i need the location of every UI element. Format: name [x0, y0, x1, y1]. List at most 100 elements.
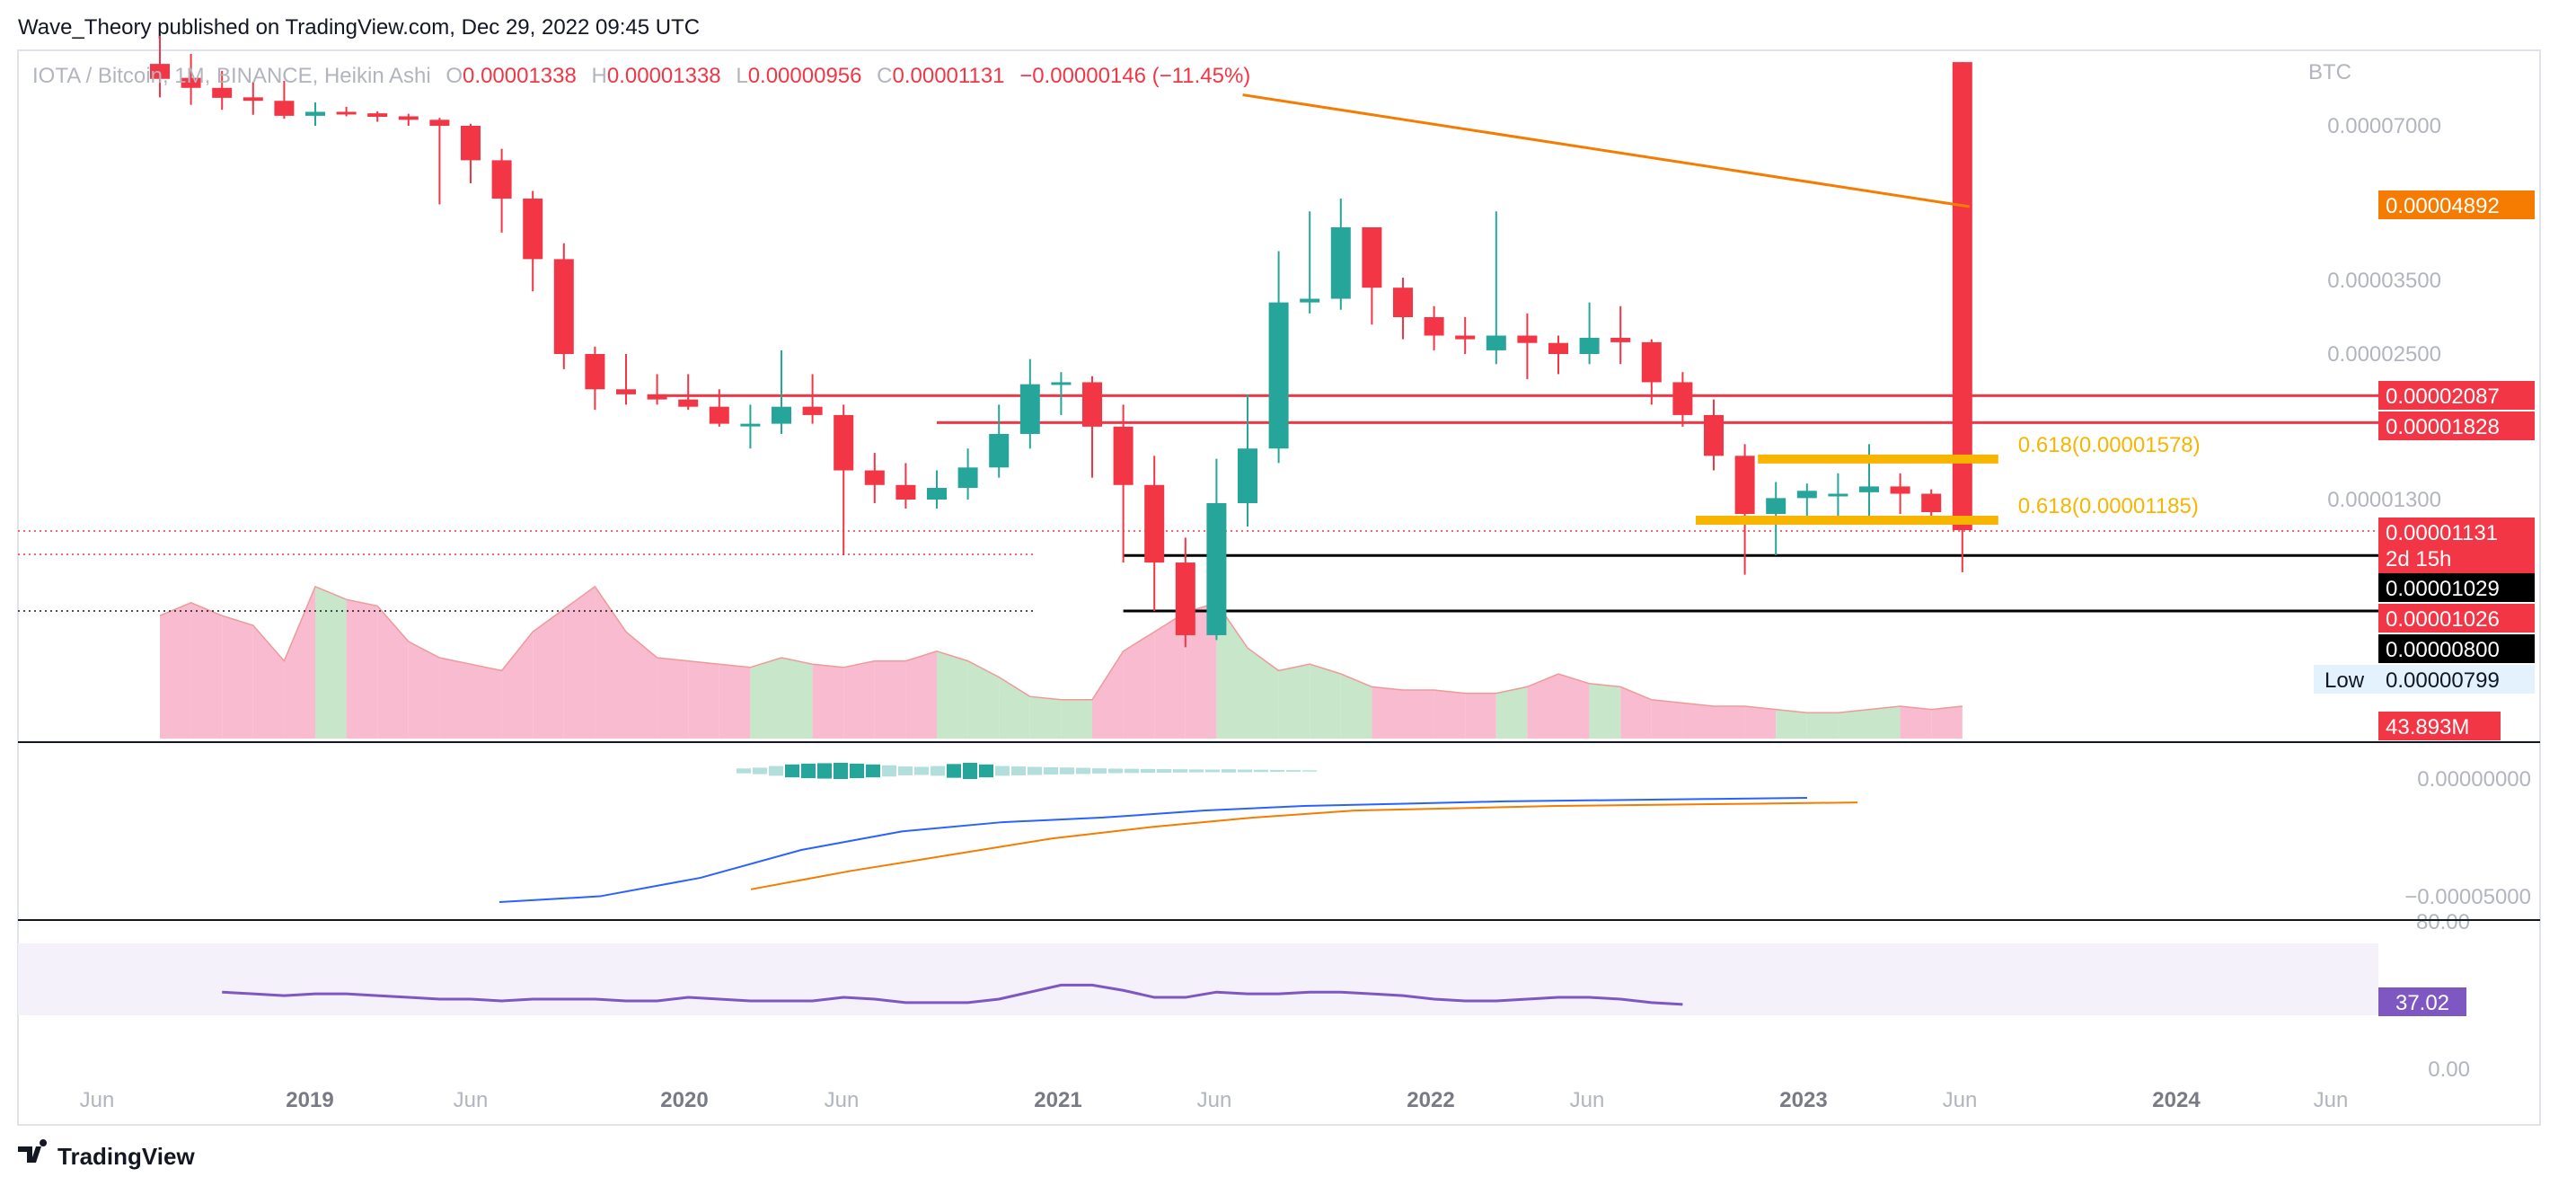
macd-histogram-bar [995, 766, 1010, 776]
candle-body [1921, 493, 1942, 512]
candle-body [1548, 342, 1568, 354]
candle-body [1859, 486, 1879, 492]
volume-area-segment [501, 632, 534, 739]
macd-histogram-bar [882, 765, 896, 777]
candle-body [1330, 227, 1351, 299]
volume-area-segment [1589, 683, 1621, 739]
tradingview-logo-icon [18, 1139, 48, 1163]
price-tag-text: 0.00000799 [2386, 668, 2500, 693]
horizontal-levels [18, 394, 2378, 613]
rsi-value-text: 37.02 [2395, 991, 2449, 1015]
volume-area-segment [408, 642, 440, 739]
svg-text:IOTA / Bitcoin, 1M, BINANCE, H: IOTA / Bitcoin, 1M, BINANCE, Heikin Ashi… [32, 64, 1250, 88]
volume-area-segment [1154, 612, 1186, 739]
macd-pane: 0.00000000 −0.00005000 [498, 763, 2531, 909]
volume-area-segment [533, 609, 564, 739]
volume-area-segment [1806, 712, 1839, 739]
rsi-line [222, 983, 1683, 1006]
macd-line [498, 797, 1808, 903]
volume-area-segment [1931, 706, 1963, 739]
volume-value-text: 43.893M [2386, 715, 2469, 739]
h-label: H [592, 64, 607, 88]
candle-body [1238, 448, 1257, 503]
candle-body [709, 406, 729, 424]
volume-area-segment [843, 660, 875, 739]
time-tick-label: 2024 [2152, 1088, 2201, 1112]
fib-level-band [1758, 454, 1998, 464]
macd-histogram-bar [963, 763, 977, 779]
candle-body [1890, 486, 1910, 494]
time-tick-label: Jun [80, 1088, 115, 1112]
candle-body [1828, 493, 1848, 497]
price-tag-background [2378, 604, 2535, 633]
volume-area-segment [471, 664, 502, 739]
candle-body [398, 116, 419, 120]
candle-body [740, 423, 761, 427]
tradingview-logo[interactable]: TradingView [18, 1139, 195, 1170]
macd-tick-label: −0.00005000 [2404, 885, 2531, 909]
macd-histogram-bar [979, 764, 993, 778]
h-value: 0.00001338 [607, 64, 721, 88]
candle-body [957, 467, 978, 489]
macd-histogram-bar [1222, 769, 1236, 773]
candle-body [927, 488, 947, 500]
macd-histogram-bar [850, 763, 864, 779]
volume-area-segment [1900, 706, 1932, 739]
macd-tick-label: 0.00000000 [2417, 767, 2531, 792]
time-tick-label: Jun [2314, 1088, 2349, 1112]
volume-area-segment [315, 586, 347, 739]
volume-area-segment [284, 586, 315, 739]
candle-body [336, 111, 357, 115]
c-value: 0.00001131 [893, 64, 1005, 88]
chart-frame [17, 49, 2541, 1126]
volume-area-segment [563, 586, 595, 739]
price-tag-text: 0.00000800 [2386, 638, 2500, 662]
macd-histogram-bar [834, 763, 848, 779]
candle-body [150, 64, 170, 79]
c-label: C [877, 64, 892, 88]
candle-body [461, 126, 481, 161]
candle-body [1610, 337, 1631, 342]
volume-area-segment [657, 658, 689, 739]
macd-histogram-bar [1060, 767, 1074, 774]
price-tag-background [2314, 665, 2535, 694]
macd-histogram-bar [1189, 769, 1204, 773]
macd-histogram-bar [785, 764, 799, 778]
candle-body [1300, 298, 1320, 303]
macd-histogram-bar [1141, 768, 1155, 774]
published-caption: Wave_Theory published on TradingView.com… [18, 15, 700, 40]
macd-histogram-bar [1270, 769, 1284, 773]
price-tick-label: 0.00001300 [2327, 488, 2441, 512]
volume-area-segment [905, 651, 937, 739]
macd-histogram-bar [1254, 769, 1268, 773]
macd-histogram-bar [1076, 767, 1090, 774]
price-tag-text: 0.00002087 [2386, 385, 2500, 409]
candle-body [1455, 335, 1476, 340]
volume-area-segment [346, 599, 378, 739]
candle-body [1082, 382, 1102, 427]
candle-body [772, 406, 791, 424]
macd-histogram-bar [737, 768, 751, 774]
macd-histogram-bar [1173, 769, 1187, 773]
price-tick-label: 0.00002500 [2327, 342, 2441, 367]
price-tag-text: 0.00001029 [2386, 577, 2500, 601]
volume-area-segment [222, 615, 253, 739]
time-tick-label: Jun [825, 1088, 860, 1112]
time-tick-label: Jun [1197, 1088, 1232, 1112]
volume-area-segment [1495, 686, 1528, 739]
volume-area-segment [719, 664, 751, 739]
candle-body [1051, 382, 1072, 385]
macd-signal-line [750, 801, 1858, 890]
macd-histogram-bar [1238, 769, 1252, 773]
fib-level-band [1696, 516, 1998, 525]
candle-body [1734, 456, 1755, 514]
candle-body [367, 113, 388, 117]
volume-area: 43.893M [159, 585, 2501, 740]
volume-area-segment [999, 677, 1030, 739]
candle-body [1486, 335, 1506, 350]
candle-body [1796, 491, 1817, 499]
volume-area-segment [1744, 706, 1777, 739]
time-tick-label: 2020 [660, 1088, 708, 1112]
candle-body [1113, 426, 1134, 485]
